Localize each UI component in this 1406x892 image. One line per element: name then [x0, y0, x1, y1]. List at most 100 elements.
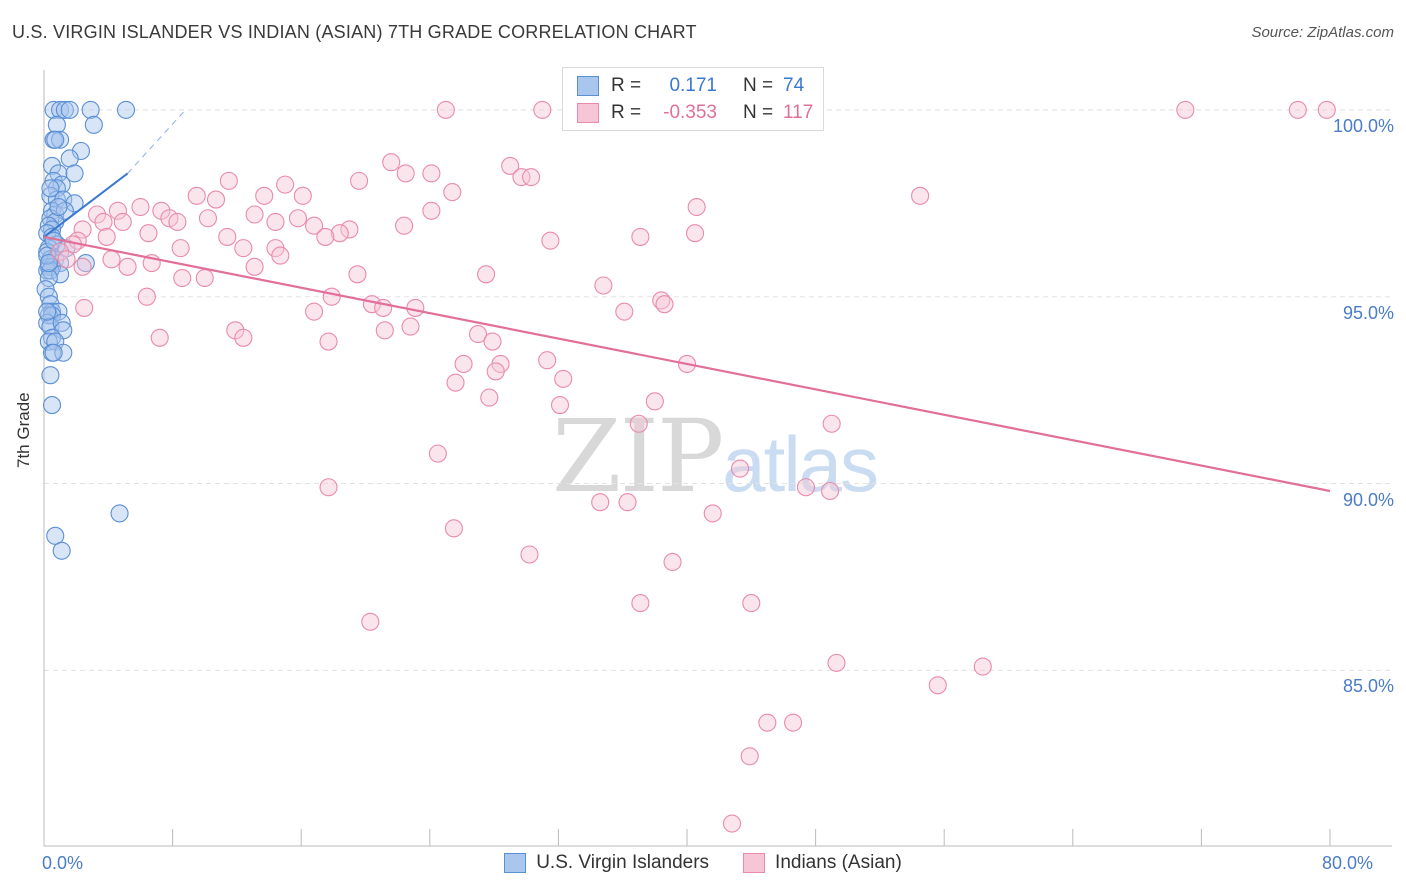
- point-indians: [454, 354, 473, 374]
- point-indians: [171, 239, 190, 258]
- legend-label: U.S. Virgin Islanders: [536, 852, 710, 873]
- point-indians: [512, 168, 531, 187]
- point-indians: [740, 747, 759, 766]
- point-indians: [137, 287, 156, 306]
- point-indians: [687, 197, 706, 217]
- point-indians: [97, 227, 116, 246]
- legend-item-virgin-islanders: U.S. Virgin Islanders: [504, 852, 709, 874]
- point-indians: [784, 713, 803, 732]
- point-indians: [742, 594, 761, 613]
- source-label: Source: ZipAtlas.com: [1251, 24, 1394, 41]
- point-virgin-islanders: [51, 100, 70, 119]
- point-indians: [322, 287, 341, 306]
- point-indians: [271, 246, 290, 265]
- legend-item-indians: Indians (Asian): [743, 852, 902, 874]
- point-indians: [436, 100, 455, 119]
- point-indians: [1317, 100, 1336, 119]
- point-virgin-islanders: [54, 343, 73, 362]
- point-indians: [57, 250, 76, 269]
- point-indians: [330, 224, 349, 243]
- point-indians: [361, 612, 380, 631]
- point-indians: [501, 156, 520, 175]
- point-indians: [796, 478, 816, 497]
- point-indians: [401, 317, 420, 336]
- point-virgin-islanders: [51, 130, 70, 149]
- point-indians: [928, 676, 947, 695]
- point-indians: [631, 227, 650, 246]
- point-virgin-islanders: [46, 526, 65, 545]
- stats-n-value: 74: [783, 75, 805, 96]
- legend-swatch-blue: [504, 853, 527, 873]
- point-indians: [102, 250, 121, 269]
- stats-row-indians: R = -0.353 N = 117: [577, 100, 823, 126]
- point-indians: [113, 212, 132, 232]
- point-indians: [483, 332, 502, 351]
- stats-swatch-blue: [577, 76, 599, 96]
- point-indians: [245, 205, 264, 224]
- point-indians: [541, 231, 560, 250]
- stats-r-label: R =: [611, 102, 642, 123]
- x-tick-label-min: 0.0%: [42, 853, 84, 873]
- y-tick-label: 85.0%: [1342, 676, 1394, 697]
- stats-r-value: -0.353: [663, 102, 717, 123]
- y-tick-label: 90.0%: [1342, 489, 1394, 510]
- point-virgin-islanders: [42, 396, 62, 415]
- point-indians: [340, 220, 359, 239]
- stats-swatch-pink: [577, 103, 599, 123]
- point-virgin-islanders: [39, 268, 58, 288]
- point-indians: [150, 328, 169, 347]
- point-indians: [316, 227, 335, 246]
- stats-box: R = 0.171 N = 74 R = -0.353 N = 117: [562, 67, 824, 131]
- point-indians: [198, 209, 218, 228]
- point-indians: [446, 373, 465, 392]
- grid-lines: [44, 109, 1392, 671]
- legend-label: Indians (Asian): [775, 852, 902, 873]
- point-indians: [645, 392, 664, 411]
- point-indians: [443, 183, 462, 202]
- point-virgin-islanders: [52, 541, 71, 560]
- point-indians: [288, 209, 308, 228]
- legend-swatch-pink: [743, 853, 766, 873]
- point-indians: [827, 653, 846, 672]
- point-indians: [758, 713, 777, 732]
- point-virgin-islanders: [84, 115, 103, 134]
- point-indians: [131, 197, 150, 217]
- point-indians: [139, 224, 158, 243]
- point-indians: [51, 242, 70, 261]
- stats-n-label: N =: [743, 102, 774, 123]
- trend-line-virgin-islanders: [43, 172, 129, 238]
- point-indians: [395, 216, 414, 235]
- point-indians: [73, 257, 92, 276]
- point-virgin-islanders: [65, 164, 84, 183]
- point-indians: [319, 332, 338, 351]
- trend-extension-virgin-islanders: [127, 109, 186, 174]
- y-tick-label: 100.0%: [1332, 115, 1394, 136]
- point-indians: [396, 164, 415, 183]
- point-indians: [591, 493, 610, 512]
- point-indians: [319, 478, 338, 497]
- chart-title: U.S. VIRGIN ISLANDER VS INDIAN (ASIAN) 7…: [12, 22, 697, 42]
- point-indians: [168, 212, 187, 232]
- point-indians: [276, 175, 295, 194]
- point-indians: [305, 302, 324, 321]
- point-indians: [615, 302, 634, 321]
- point-indians: [520, 545, 539, 564]
- point-virgin-islanders: [39, 254, 58, 273]
- point-virgin-islanders: [39, 287, 58, 306]
- point-indians: [305, 216, 324, 235]
- point-indians: [406, 298, 425, 317]
- trend-line-indians: [43, 235, 1331, 493]
- point-indians: [629, 414, 648, 433]
- y-axis-label: 7th Grade: [14, 392, 33, 468]
- axes: [43, 70, 1392, 847]
- stats-r-value: 0.171: [669, 75, 717, 96]
- stats-n-value: 117: [783, 102, 814, 123]
- point-indians: [822, 414, 841, 433]
- point-virgin-islanders: [41, 366, 60, 385]
- point-virgin-islanders: [116, 100, 136, 119]
- point-indians: [173, 268, 192, 288]
- point-indians: [973, 657, 992, 676]
- point-indians: [218, 227, 237, 246]
- point-indians: [1288, 100, 1307, 119]
